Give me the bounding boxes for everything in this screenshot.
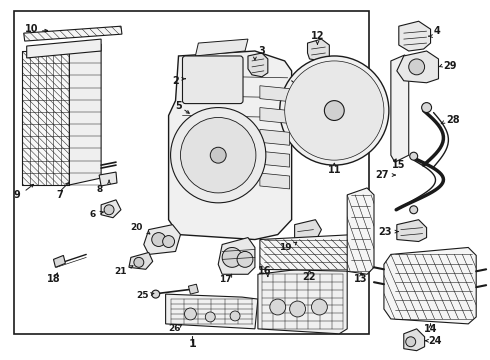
Polygon shape: [399, 21, 431, 51]
Circle shape: [285, 61, 384, 160]
Circle shape: [152, 233, 166, 247]
Text: 14: 14: [424, 324, 437, 334]
Circle shape: [152, 290, 160, 298]
Circle shape: [290, 301, 306, 317]
Circle shape: [180, 117, 256, 193]
Text: 11: 11: [327, 165, 341, 175]
Circle shape: [409, 59, 425, 75]
Circle shape: [421, 103, 432, 113]
Text: 8: 8: [96, 185, 102, 194]
Text: 13: 13: [354, 274, 368, 284]
Polygon shape: [144, 225, 180, 255]
Text: 23: 23: [378, 226, 392, 237]
Circle shape: [230, 311, 240, 321]
Text: 10: 10: [25, 24, 38, 34]
Polygon shape: [260, 86, 290, 102]
Polygon shape: [260, 108, 290, 123]
Text: 24: 24: [429, 336, 442, 346]
Text: 7: 7: [56, 190, 63, 200]
Polygon shape: [218, 238, 255, 274]
Text: 21: 21: [115, 267, 127, 276]
Circle shape: [410, 206, 417, 214]
Text: 15: 15: [392, 160, 406, 170]
Polygon shape: [53, 255, 65, 267]
Text: 26: 26: [169, 324, 181, 333]
Circle shape: [171, 108, 266, 203]
Polygon shape: [294, 220, 321, 244]
Text: 9: 9: [13, 190, 20, 200]
Text: 18: 18: [47, 274, 60, 284]
Text: 27: 27: [375, 170, 389, 180]
Polygon shape: [189, 284, 198, 294]
Text: 6: 6: [90, 210, 96, 219]
Circle shape: [222, 247, 242, 267]
Text: 3: 3: [259, 46, 265, 56]
Circle shape: [406, 337, 416, 347]
Polygon shape: [99, 172, 117, 186]
Text: 17: 17: [219, 275, 231, 284]
Circle shape: [184, 308, 196, 320]
Polygon shape: [24, 26, 122, 41]
Polygon shape: [26, 39, 101, 58]
Text: 4: 4: [434, 26, 441, 36]
Polygon shape: [70, 44, 101, 185]
Polygon shape: [308, 39, 329, 61]
Polygon shape: [391, 55, 409, 162]
Polygon shape: [258, 264, 347, 334]
Polygon shape: [260, 173, 290, 189]
Polygon shape: [384, 247, 476, 324]
Circle shape: [312, 299, 327, 315]
Polygon shape: [248, 53, 268, 77]
Text: 19: 19: [279, 243, 292, 252]
Text: 22: 22: [303, 272, 316, 282]
FancyBboxPatch shape: [182, 56, 243, 104]
Polygon shape: [169, 51, 292, 239]
Polygon shape: [260, 129, 290, 145]
Polygon shape: [404, 329, 425, 351]
Polygon shape: [101, 200, 121, 218]
Polygon shape: [397, 51, 439, 83]
Polygon shape: [260, 151, 290, 167]
Circle shape: [205, 312, 215, 322]
Circle shape: [104, 205, 114, 215]
Polygon shape: [22, 51, 70, 185]
Polygon shape: [260, 235, 359, 271]
Polygon shape: [14, 11, 369, 334]
Circle shape: [270, 299, 286, 315]
Polygon shape: [166, 294, 258, 329]
Circle shape: [194, 69, 207, 83]
Polygon shape: [347, 188, 374, 274]
Text: 1: 1: [189, 339, 196, 349]
Circle shape: [324, 100, 344, 121]
Circle shape: [410, 152, 417, 160]
Polygon shape: [196, 39, 248, 56]
Polygon shape: [397, 220, 427, 242]
Circle shape: [237, 251, 253, 267]
Text: 28: 28: [446, 116, 460, 126]
Text: 25: 25: [136, 291, 149, 300]
Circle shape: [280, 56, 389, 165]
Circle shape: [221, 69, 235, 83]
Text: 20: 20: [130, 223, 143, 232]
Polygon shape: [129, 252, 153, 269]
Text: 16: 16: [258, 266, 271, 276]
Text: 5: 5: [175, 100, 182, 111]
Circle shape: [210, 147, 226, 163]
Circle shape: [163, 235, 174, 247]
Text: 29: 29: [443, 61, 457, 71]
Text: 12: 12: [311, 31, 324, 41]
Text: 2: 2: [172, 76, 178, 86]
Circle shape: [134, 257, 144, 267]
